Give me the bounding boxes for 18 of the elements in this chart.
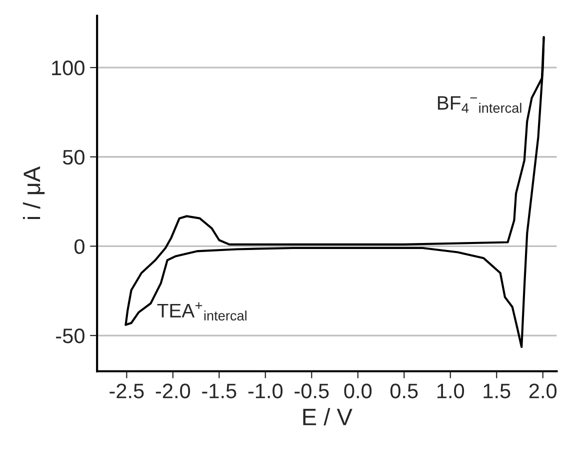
x-tick-label: -1.0 [248,384,283,398]
annotation: TEA$^{+}$$_{intercal}$ [157,302,246,321]
x-tick-label: 1.5 [484,384,510,398]
y-tick-label: -50 [56,328,84,344]
x-tick-label: 1.0 [437,384,464,398]
x-tick-label: -1.5 [202,384,236,398]
x-axis-title: E / V [303,408,352,426]
x-tick-label: 0.0 [344,384,372,398]
x-tick-label: -2.5 [110,384,144,398]
x-tick-label: 0.5 [390,384,418,398]
y-tick-label: 50 [62,150,84,165]
y-tick-label: 0 [74,239,84,254]
y-tick-label: 100 [52,60,84,76]
x-tick-label: -2.0 [156,384,190,398]
y-axis-title: i / μA [22,166,45,220]
annotation: BF$_{4}$$^{−}$$_{intercal}$ [438,96,522,113]
x-tick-label: -0.5 [294,384,329,398]
x-tick-label: 2.0 [529,384,557,398]
